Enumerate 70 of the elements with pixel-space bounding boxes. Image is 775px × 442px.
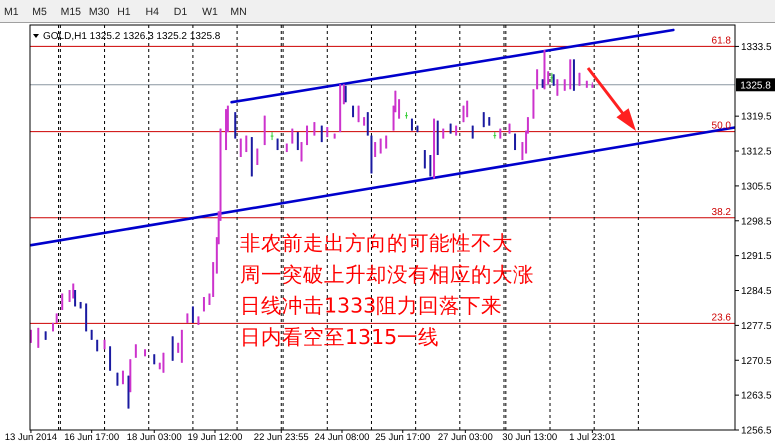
text: W1 (202, 6, 218, 18)
y-tick-label: 1333.5 (741, 42, 772, 53)
candlestick (68, 290, 71, 302)
y-tick-label: 1319.5 (741, 112, 772, 123)
candlestick (306, 125, 308, 146)
y-tick-label: 1284.5 (741, 286, 772, 298)
x-tick-label: 1 Jul 23:01 (569, 432, 616, 442)
y-tick-label: 1291.5 (741, 251, 772, 262)
y-tick-label: 1263.5 (741, 390, 772, 402)
annotation: 日内看空至1315一线 (240, 324, 440, 349)
annotation: 23.6 (712, 312, 732, 324)
y-tick-label: 1298.5 (741, 216, 772, 228)
y-tick-label: 1325.8 (740, 80, 772, 92)
annotation: 61.8 (712, 35, 732, 46)
text: M15 (60, 6, 82, 18)
candlestick (192, 306, 194, 324)
candlestick (514, 133, 516, 151)
text: M30 (88, 6, 110, 18)
candlestick (578, 72, 580, 86)
candlestick (291, 128, 294, 144)
x-tick-label: 13 Jun 2014 (4, 432, 58, 442)
candlestick (202, 296, 205, 312)
text: D1 (174, 6, 188, 18)
x-tick-label: 22 Jun 23:55 (254, 432, 309, 442)
candlestick (472, 125, 474, 140)
candlestick (358, 105, 360, 123)
candlestick (240, 138, 242, 158)
y-tick-label: 1305.5 (741, 181, 772, 192)
candlestick (256, 148, 258, 166)
text: H4 (146, 6, 160, 18)
annotation: 周一突破上升却没有相应的大涨 (240, 262, 534, 286)
y-tick-label: 1312.5 (741, 146, 772, 158)
annotation: 50.0 (712, 120, 732, 132)
candlestick (74, 290, 76, 307)
candlestick (313, 122, 316, 136)
text: MN (230, 6, 247, 18)
candlestick (385, 135, 388, 150)
candlestick (366, 112, 369, 136)
candlestick (482, 112, 485, 128)
candlestick (424, 150, 426, 169)
y-tick-label: 1270.5 (741, 356, 772, 367)
candlestick (374, 142, 376, 158)
candlestick (466, 100, 468, 118)
text: H1 (117, 6, 131, 18)
candlestick (296, 132, 299, 151)
text: M5 (32, 6, 48, 18)
candlestick (116, 372, 118, 386)
x-tick-label: 19 Jun 12:00 (188, 432, 242, 442)
x-tick-label: 18 Jun 03:00 (126, 432, 182, 442)
candlestick (320, 125, 323, 143)
candlestick (245, 135, 248, 153)
candlestick (37, 327, 40, 348)
candlestick (134, 344, 137, 358)
candlestick (380, 138, 382, 154)
annotation: 日线冲击1333阻力回落下来 (240, 294, 502, 318)
text: M1 (4, 6, 19, 18)
candlestick (429, 154, 432, 177)
candlestick (61, 293, 64, 310)
x-tick-label: 27 Jun 03:00 (438, 432, 493, 442)
y-tick-label: 1277.5 (741, 320, 772, 332)
x-tick-label: 24 Jun 08:00 (314, 432, 370, 442)
candlestick (122, 370, 124, 385)
x-tick-label: 25 Jun 17:00 (375, 432, 430, 442)
x-tick-label: 16 Jun 17:00 (64, 432, 120, 442)
y-tick-label: 1256.5 (741, 426, 772, 436)
annotation: 38.2 (712, 206, 732, 218)
annotation: 非农前走出方向的可能性不大 (240, 231, 513, 255)
candlestick (536, 68, 538, 90)
text: GOLD,H1 1325.2 1326.3 1325.2 1325.8 (43, 31, 221, 42)
x-tick-label: 30 Jun 13:00 (502, 432, 558, 442)
